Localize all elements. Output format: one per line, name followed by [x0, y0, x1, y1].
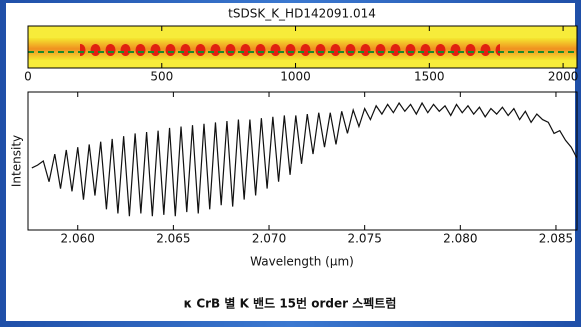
x-tick-label: 2.060 — [61, 232, 95, 246]
x-tick-label: 2.080 — [443, 232, 477, 246]
x-tick-label: 1000 — [280, 70, 311, 84]
strip-title: tSDSK_K_HD142091.014 — [228, 7, 376, 21]
spectrum-lines — [80, 40, 500, 60]
slide: tSDSK_K_HD142091.014 Intensity Wavelengt… — [0, 0, 581, 327]
x-tick-label: 0 — [24, 70, 32, 84]
x-tick-label: 1500 — [414, 70, 445, 84]
x-tick-label: 2.085 — [539, 232, 573, 246]
x-tick-label: 2.075 — [347, 232, 381, 246]
x-axis-label: Wavelength (μm) — [250, 255, 354, 269]
y-axis-label: Intensity — [10, 135, 24, 187]
x-tick-label: 500 — [150, 70, 173, 84]
x-tick-label: 2.065 — [156, 232, 190, 246]
x-tick-label: 2000 — [548, 70, 579, 84]
x-tick-label: 2.070 — [252, 232, 286, 246]
caption: κ CrB 별 K 밴드 15번 order 스펙트럼 — [184, 296, 397, 311]
